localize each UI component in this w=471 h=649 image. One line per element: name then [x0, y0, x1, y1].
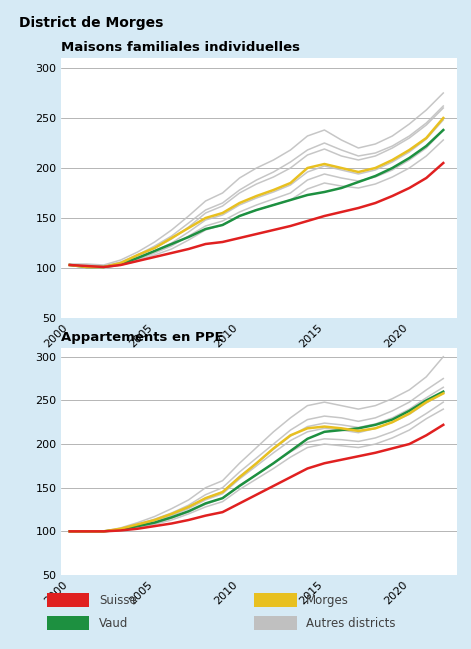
Text: Autres districts: Autres districts: [306, 617, 396, 630]
Text: Maisons familiales individuelles: Maisons familiales individuelles: [61, 41, 300, 54]
Text: Appartements en PPE: Appartements en PPE: [61, 331, 224, 344]
Text: Suisse: Suisse: [99, 594, 137, 607]
Text: Vaud: Vaud: [99, 617, 128, 630]
Text: Morges: Morges: [306, 594, 349, 607]
Text: District de Morges: District de Morges: [19, 16, 163, 31]
